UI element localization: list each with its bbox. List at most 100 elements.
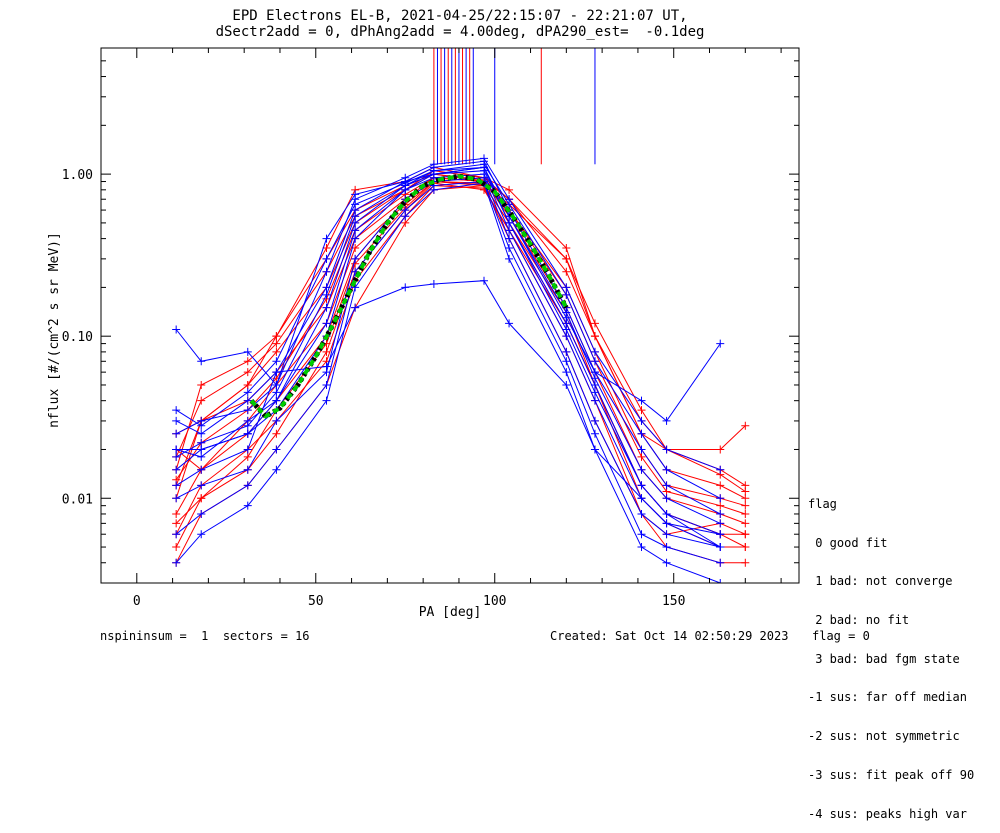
blue-point-marker	[662, 445, 671, 454]
blue-point-marker	[243, 465, 252, 474]
blue-point-marker	[351, 212, 360, 221]
red-series-line	[175, 185, 746, 548]
blue-point-marker	[590, 380, 599, 389]
chart-title-line-2: dSectr2add = 0, dPhAng2add = 4.00deg, dP…	[215, 24, 705, 40]
blue-point-marker	[590, 416, 599, 425]
blue-point-marker	[562, 283, 571, 292]
blue-point-marker	[480, 163, 489, 172]
red-point-marker	[741, 519, 750, 528]
y-tick-label: 0.10	[62, 330, 93, 345]
blue-point-marker	[662, 558, 671, 567]
red-point-marker	[401, 218, 410, 227]
blue-point-marker	[322, 396, 331, 405]
blue-point-marker	[322, 254, 331, 263]
x-tick-label: 150	[662, 594, 685, 609]
red-point-marker	[562, 254, 571, 263]
blue-series-line	[175, 182, 721, 583]
blue-point-marker	[401, 283, 410, 292]
blue-point-marker	[197, 509, 206, 518]
blue-point-marker	[197, 421, 206, 430]
blue-point-marker	[272, 465, 281, 474]
y-tick-label: 0.01	[62, 492, 93, 507]
blue-point-marker	[662, 543, 671, 552]
blue-point-marker	[351, 200, 360, 209]
blue-point-marker	[662, 416, 671, 425]
data-layer	[172, 48, 750, 583]
blue-point-marker	[429, 166, 438, 175]
red-point-marker	[716, 445, 725, 454]
blue-point-marker	[562, 380, 571, 389]
legend-item: 1 bad: not converge	[808, 574, 953, 589]
x-axis-label: PA [deg]	[419, 605, 482, 620]
blue-point-marker	[637, 543, 646, 552]
red-series-line	[175, 177, 746, 524]
blue-point-marker	[562, 357, 571, 366]
blue-point-marker	[662, 494, 671, 503]
red-point-marker	[272, 347, 281, 356]
red-series-line	[175, 173, 746, 492]
red-point-marker	[505, 185, 514, 194]
red-point-marker	[741, 501, 750, 510]
red-point-marker	[741, 558, 750, 567]
blue-point-marker	[429, 185, 438, 194]
red-point-marker	[322, 347, 331, 356]
red-point-marker	[741, 487, 750, 496]
chart-title-line-1: EPD Electrons EL-B, 2021-04-25/22:15:07 …	[232, 8, 688, 24]
y-axis-label: nflux [#/(cm^2 s sr MeV)]	[47, 232, 62, 428]
x-tick-label: 50	[308, 594, 324, 609]
blue-point-marker	[351, 226, 360, 235]
blue-point-marker	[716, 494, 725, 503]
blue-point-marker	[351, 303, 360, 312]
red-point-marker	[716, 481, 725, 490]
flag-legend: flag 0 good fit 1 bad: not converge 2 ba…	[808, 472, 974, 833]
red-point-marker	[172, 519, 181, 528]
blue-point-marker	[716, 530, 725, 539]
legend-heading: flag	[808, 496, 837, 511]
blue-point-marker	[401, 212, 410, 221]
red-point-marker	[637, 452, 646, 461]
blue-point-marker	[351, 190, 360, 199]
red-series-line	[175, 173, 746, 507]
red-point-marker	[322, 244, 331, 253]
blue-point-marker	[197, 530, 206, 539]
red-point-marker	[243, 357, 252, 366]
fit-curve-shadow	[249, 173, 569, 420]
red-point-marker	[741, 421, 750, 430]
blue-point-marker	[172, 530, 181, 539]
red-point-marker	[272, 332, 281, 341]
footer-settings: nspininsum = 1 sectors = 16	[100, 629, 310, 643]
blue-point-marker	[637, 445, 646, 454]
blue-point-marker	[716, 519, 725, 528]
blue-point-marker	[505, 244, 514, 253]
blue-point-marker	[197, 429, 206, 438]
blue-point-marker	[172, 325, 181, 334]
blue-point-marker	[172, 416, 181, 425]
blue-point-marker	[272, 357, 281, 366]
red-point-marker	[637, 406, 646, 415]
blue-point-marker	[197, 438, 206, 447]
blue-point-marker	[243, 347, 252, 356]
blue-point-marker	[505, 234, 514, 243]
red-point-marker	[562, 267, 571, 276]
blue-point-marker	[243, 481, 252, 490]
blue-point-marker	[272, 380, 281, 389]
red-point-marker	[243, 452, 252, 461]
red-series-line	[175, 180, 746, 548]
red-point-marker	[590, 319, 599, 328]
blue-point-marker	[172, 429, 181, 438]
blue-point-marker	[243, 445, 252, 454]
blue-point-marker	[172, 452, 181, 461]
blue-point-marker	[590, 347, 599, 356]
blue-point-marker	[590, 445, 599, 454]
blue-point-marker	[505, 319, 514, 328]
blue-point-marker	[480, 276, 489, 285]
legend-item: 0 good fit	[808, 535, 888, 550]
blue-point-marker	[272, 388, 281, 397]
red-point-marker	[172, 543, 181, 552]
blue-point-marker	[322, 234, 331, 243]
blue-point-marker	[662, 465, 671, 474]
legend-item: -2 sus: not symmetric	[808, 729, 960, 744]
blue-point-marker	[562, 290, 571, 299]
blue-point-marker	[243, 406, 252, 415]
blue-point-marker	[716, 509, 725, 518]
